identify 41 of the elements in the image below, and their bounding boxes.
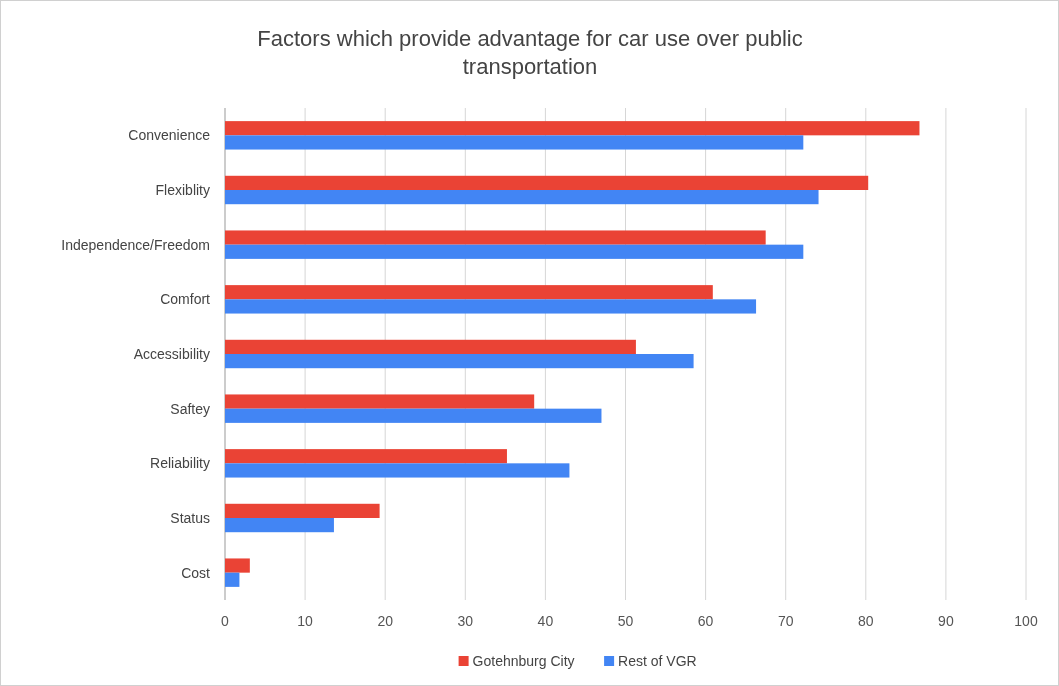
- y-tick-label: Cost: [181, 564, 211, 581]
- x-tick-label: 100: [1014, 613, 1038, 629]
- y-tick-label: Status: [170, 510, 210, 526]
- bar: [225, 135, 804, 150]
- bar: [225, 190, 819, 205]
- bar: [225, 354, 694, 369]
- bar: [225, 463, 570, 478]
- x-tick-label: 30: [457, 613, 474, 629]
- bar: [225, 558, 250, 573]
- x-tick-label: 20: [377, 613, 394, 629]
- bar: [225, 394, 535, 409]
- bar: [225, 121, 920, 136]
- x-tick-label: 10: [297, 613, 314, 629]
- bar: [225, 408, 602, 423]
- x-tick-label: 90: [938, 613, 954, 629]
- y-tick-label: Flexiblity: [155, 182, 210, 198]
- y-tick-label: Accessibility: [133, 346, 210, 362]
- y-tick-label: Saftey: [170, 400, 210, 417]
- bar: [225, 339, 636, 354]
- y-tick-label: Convenience: [128, 127, 211, 144]
- bar: [225, 175, 869, 190]
- x-tick-label: 0: [221, 613, 230, 629]
- x-tick-label: 80: [858, 613, 874, 629]
- bar: [225, 449, 507, 464]
- bar: [225, 299, 757, 314]
- legend-label: Rest of VGR: [618, 653, 697, 669]
- bar: [225, 230, 766, 245]
- bar: [225, 285, 713, 300]
- x-tick-label: 70: [777, 613, 794, 629]
- x-tick-label: 40: [537, 613, 554, 629]
- y-tick-label: Comfort: [160, 291, 211, 308]
- bar: [225, 503, 380, 518]
- bar: [225, 244, 804, 259]
- y-tick-label: Reliability: [150, 455, 210, 472]
- y-tick-label: Independence/Freedom: [61, 236, 210, 253]
- chart-title: Factors which provide advantage for car use over public transportation: [257, 26, 803, 79]
- bar: [225, 572, 240, 587]
- bar: [225, 518, 334, 533]
- legend-label: Gotehnburg City: [472, 653, 575, 669]
- x-tick-label: 60: [697, 613, 714, 629]
- x-tick-label: 50: [617, 613, 634, 629]
